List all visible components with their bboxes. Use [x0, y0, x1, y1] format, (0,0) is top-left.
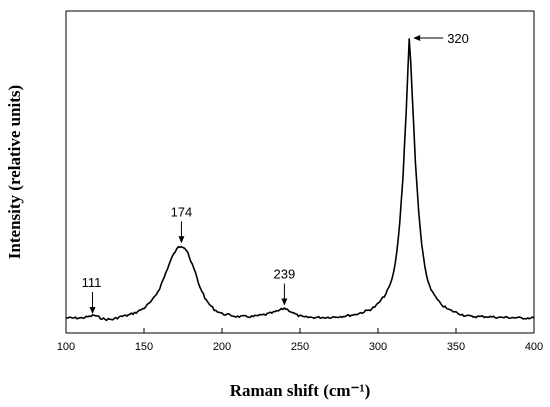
y-axis-title: Intensity (relative units) [5, 85, 24, 259]
x-tick-label: 200 [213, 341, 231, 353]
x-tick-label: 150 [135, 341, 153, 353]
peak-arrowhead [89, 307, 96, 314]
x-tick-label: 350 [447, 341, 465, 353]
peak-annotation: 320 [413, 31, 469, 46]
x-tick-label: 100 [57, 341, 75, 353]
peak-label: 174 [171, 204, 193, 219]
peak-arrowhead [178, 236, 185, 244]
spectrum-line [65, 38, 535, 322]
peak-annotation: 174 [171, 204, 193, 244]
peak-label: 239 [274, 267, 296, 282]
peak-label: 111 [82, 275, 102, 290]
x-axis-ticks [65, 328, 535, 333]
peak-annotation: 111 [82, 275, 102, 314]
x-tick-label: 300 [369, 341, 387, 353]
x-tick-label: 250 [291, 341, 309, 353]
peak-arrowhead [281, 298, 288, 306]
peak-arrowhead [413, 35, 421, 41]
x-axis-title: Raman shift (cm⁻¹) [230, 381, 371, 400]
x-axis-tick-labels: 100 150 200 250 300 350 400 [57, 341, 543, 353]
peak-annotation: 239 [274, 267, 296, 306]
plot-frame [65, 10, 535, 334]
peak-annotations: 111 174 239 320 [82, 31, 469, 314]
peak-label: 320 [447, 31, 469, 46]
x-tick-label: 400 [525, 341, 543, 353]
